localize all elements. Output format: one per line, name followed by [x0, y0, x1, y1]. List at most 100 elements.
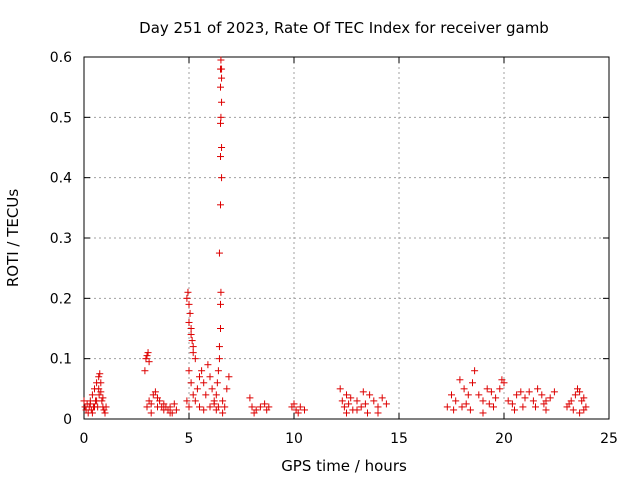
data-point — [223, 385, 231, 393]
x-tick-label: 20 — [495, 431, 513, 447]
data-point — [193, 385, 201, 393]
data-point — [219, 397, 227, 405]
data-point — [213, 379, 221, 387]
data-point — [471, 367, 479, 375]
y-tick-label: 0.4 — [50, 171, 72, 187]
data-point — [490, 403, 497, 411]
data-point — [200, 379, 208, 387]
data-point — [217, 83, 224, 91]
data-point — [147, 400, 155, 408]
data-point — [265, 403, 273, 411]
data-point — [217, 300, 224, 308]
data-point — [154, 403, 161, 411]
data-point — [95, 373, 103, 381]
data-point — [521, 394, 529, 402]
x-axis-label: GPS time / hours — [281, 457, 407, 475]
data-point — [479, 409, 487, 417]
data-point — [546, 394, 554, 402]
data-point — [359, 388, 367, 396]
data-point — [204, 361, 212, 369]
data-point — [191, 397, 199, 405]
data-point — [519, 403, 527, 411]
data-point — [250, 409, 258, 417]
data-point — [96, 370, 104, 378]
data-point — [542, 406, 550, 414]
data-point — [466, 406, 474, 414]
data-point — [151, 388, 159, 396]
data-point — [187, 325, 195, 332]
data-point — [357, 403, 365, 411]
data-point — [458, 403, 466, 411]
data-point — [80, 397, 88, 405]
data-point — [101, 409, 109, 417]
data-point — [166, 403, 174, 411]
data-point — [206, 373, 214, 381]
data-point — [580, 394, 588, 402]
data-point — [364, 409, 371, 417]
data-point — [172, 406, 180, 414]
data-point — [532, 403, 539, 411]
data-point — [378, 394, 386, 402]
data-points — [80, 56, 590, 417]
data-point — [196, 373, 203, 381]
data-point — [217, 325, 224, 332]
data-point — [217, 56, 225, 64]
data-point — [294, 409, 302, 417]
y-tick-label: 0.3 — [50, 231, 72, 247]
data-point — [569, 406, 577, 414]
data-point — [212, 406, 220, 414]
data-point — [336, 385, 344, 393]
data-point — [301, 406, 308, 414]
gridlines — [84, 57, 609, 419]
data-point — [218, 144, 226, 151]
x-tick-label: 15 — [390, 431, 408, 447]
y-tick-label: 0 — [63, 412, 72, 428]
data-point — [217, 288, 225, 296]
data-point — [97, 379, 105, 387]
data-point — [160, 400, 168, 408]
data-point — [225, 373, 233, 381]
data-point — [189, 391, 197, 399]
data-point — [496, 385, 504, 393]
data-point — [147, 409, 155, 417]
data-point — [202, 391, 210, 399]
data-point — [475, 391, 483, 399]
data-point — [183, 397, 191, 405]
data-point — [452, 397, 460, 405]
y-tick-label: 0.6 — [50, 50, 72, 66]
data-point — [261, 400, 269, 408]
data-point — [189, 343, 197, 351]
chart-title: Day 251 of 2023, Rate Of TEC Index for r… — [139, 19, 549, 37]
data-point — [464, 391, 472, 399]
data-point — [504, 397, 512, 405]
data-point — [214, 367, 222, 375]
x-tick-label: 5 — [185, 431, 194, 447]
data-point — [196, 403, 203, 411]
y-axis-label: ROTI / TECUs — [4, 189, 22, 287]
data-point — [345, 400, 353, 408]
data-point — [187, 379, 195, 387]
data-point — [93, 397, 101, 405]
data-point — [185, 367, 193, 375]
data-point — [215, 343, 223, 351]
data-point — [217, 201, 224, 209]
data-point — [246, 394, 254, 402]
data-point — [450, 406, 458, 414]
data-point — [248, 403, 256, 411]
data-point — [340, 403, 348, 411]
data-point — [218, 74, 226, 82]
data-point — [565, 400, 573, 408]
data-point — [191, 355, 199, 363]
y-tick-label: 0.1 — [50, 352, 72, 368]
data-point — [206, 403, 214, 411]
data-point — [529, 397, 537, 405]
x-tick-label: 0 — [80, 431, 89, 447]
data-point — [143, 352, 151, 360]
x-tick-label: 10 — [285, 431, 303, 447]
y-tick-label: 0.2 — [50, 291, 72, 307]
data-point — [338, 397, 346, 405]
data-point — [210, 400, 218, 408]
data-point — [185, 318, 193, 326]
data-point — [517, 388, 525, 396]
data-point — [540, 400, 548, 408]
